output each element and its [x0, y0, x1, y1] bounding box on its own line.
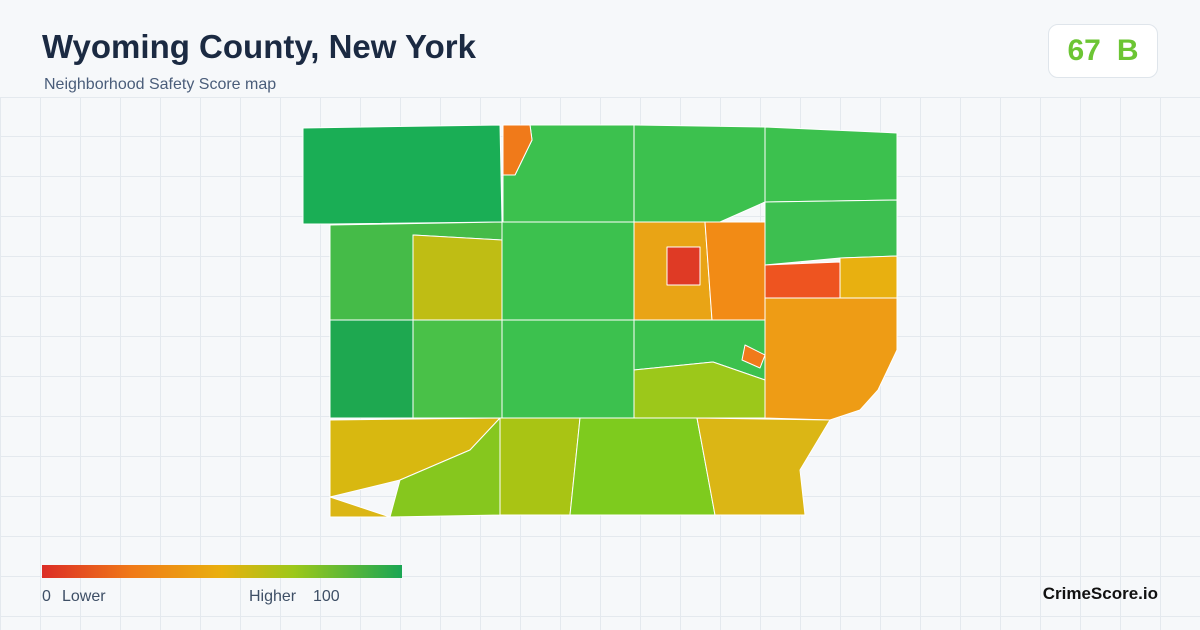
score-grade: B — [1116, 34, 1139, 67]
brand: CrimeScore.io — [1042, 584, 1158, 603]
region — [329, 496, 391, 518]
region — [666, 246, 701, 286]
legend-min-label: Lower — [62, 588, 106, 605]
region — [502, 124, 533, 176]
region — [839, 255, 898, 299]
region — [764, 261, 841, 299]
score-badge: 67 B — [1048, 24, 1158, 78]
region — [764, 126, 898, 203]
legend-max-label: Higher — [249, 588, 297, 605]
region — [412, 234, 503, 321]
score-value: 67 — [1067, 34, 1101, 67]
legend-min: 0 — [42, 588, 51, 605]
region — [764, 297, 898, 421]
legend-max: 100 — [313, 588, 340, 605]
region — [499, 417, 581, 516]
region — [696, 417, 831, 516]
region — [741, 344, 766, 369]
region — [501, 221, 635, 321]
region — [704, 221, 766, 321]
region — [569, 417, 716, 516]
region — [764, 199, 898, 266]
subtitle: Neighborhood Safety Score map — [44, 76, 277, 93]
legend-gradient — [42, 565, 402, 578]
region — [633, 124, 766, 223]
region — [329, 319, 414, 419]
title: Wyoming County, New York — [42, 28, 476, 65]
region — [501, 319, 635, 419]
header: Wyoming County, New York Neighborhood Sa… — [0, 0, 1200, 98]
region — [412, 319, 503, 419]
region — [302, 124, 503, 225]
